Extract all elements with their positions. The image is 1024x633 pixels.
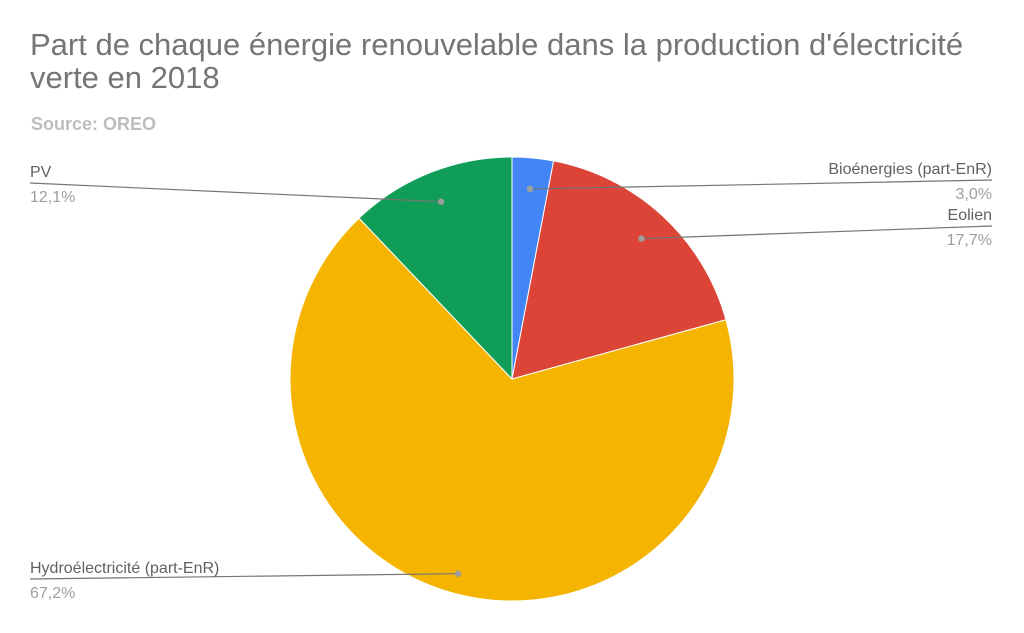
pie-slices: [289, 156, 735, 602]
slice-value-eolien: 17,7%: [947, 232, 992, 249]
slice-label-pv: PV: [30, 164, 52, 181]
leader-dot-eolien: [638, 235, 645, 242]
leader-dot-bioenergies-part-enr: [526, 185, 534, 193]
chart-title: Part de chaque énergie renouvelable dans…: [30, 27, 964, 95]
slice-label-hydroelectricite-part-enr: Hydroélectricité (part-EnR): [30, 560, 219, 577]
slice-hydroelectricite-part-enr[interactable]: [289, 217, 735, 602]
leader-line-eolien: [641, 225, 993, 240]
leader-line-bioenergies-part-enr: [529, 179, 993, 190]
slice-eolien[interactable]: [511, 160, 727, 380]
leader-line-hydroelectricite-part-enr: [29, 573, 459, 580]
slice-label-eolien: Eolien: [948, 207, 992, 224]
slice-value-pv: 12,1%: [30, 189, 75, 206]
slice-label-bioenergies-part-enr: Bioénergies (part-EnR): [828, 161, 992, 178]
leader-dot-pv: [437, 198, 445, 205]
pie-callouts: Bioénergies (part-EnR) 3,0% Eolien 17,7% Hyd…: [29, 161, 993, 602]
leader-line-pv: [29, 182, 442, 203]
leader-dot-hydroelectricite-part-enr: [454, 570, 462, 577]
slice-pv[interactable]: [358, 156, 513, 381]
chart-subtitle: Source: OREO: [31, 114, 157, 134]
slice-value-bioenergies-part-enr: 3,0%: [956, 186, 992, 203]
slice-value-hydroelectricite-part-enr: 67,2%: [30, 585, 75, 602]
